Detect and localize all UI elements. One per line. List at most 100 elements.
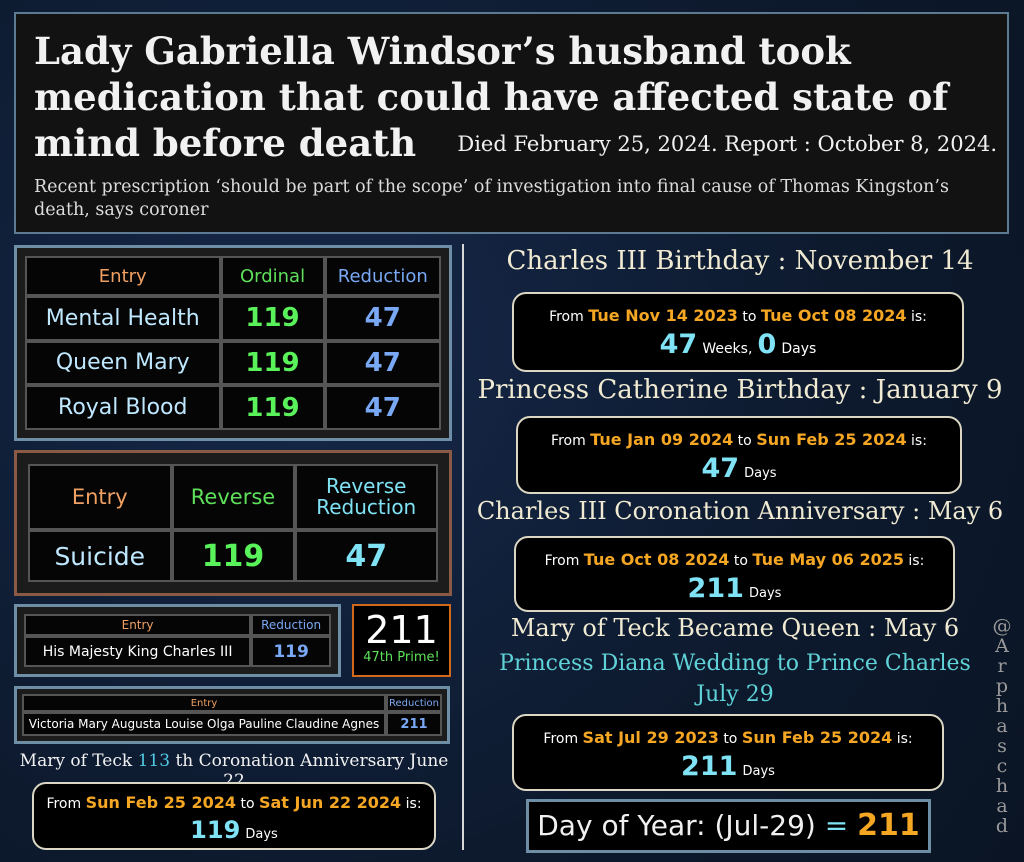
mary-coronation-title: Mary of Teck 113 th Coronation Anniversa… bbox=[14, 751, 454, 791]
col-header-ordinal: Ordinal bbox=[220, 256, 325, 296]
to-label: to bbox=[742, 309, 757, 325]
result-unit-2: Days bbox=[781, 341, 817, 357]
title-coronation: Charles III Coronation Anniversary : May… bbox=[476, 497, 1004, 525]
result-value: 119 bbox=[190, 816, 241, 844]
to-date: Sat Jun 22 2024 bbox=[258, 793, 402, 812]
handle-char: r bbox=[997, 655, 1007, 677]
subheadline: Recent prescription ‘should be part of t… bbox=[34, 177, 949, 220]
prime-label: 47th Prime! bbox=[363, 650, 440, 665]
to-label: to bbox=[737, 433, 752, 449]
mary-coronation-number: 113 bbox=[137, 751, 171, 771]
article-header: Lady Gabriella Windsor’s husband took me… bbox=[14, 12, 1009, 234]
from-label: From bbox=[551, 433, 586, 449]
to-label: to bbox=[733, 553, 748, 569]
from-date: Sat Jul 29 2023 bbox=[582, 728, 719, 747]
subtitle-diana-wedding-date: July 29 bbox=[696, 682, 774, 707]
ordinal-cell: 119 bbox=[220, 385, 325, 430]
day-of-year-box: Day of Year: (Jul-29) = 211 bbox=[526, 799, 931, 853]
col-header-entry: Entry bbox=[24, 614, 252, 636]
col-header-entry: Entry bbox=[25, 256, 221, 296]
is-label: is: bbox=[405, 796, 422, 812]
gematria-table-mary: Entry Reduction Victoria Mary Augusta Lo… bbox=[14, 686, 450, 744]
reduction-cell: 119 bbox=[251, 636, 331, 667]
entry-cell: Victoria Mary Augusta Louise Olga Paulin… bbox=[22, 712, 386, 736]
date-calc-catherine-birthday: From Tue Jan 09 2024 to Sun Feb 25 2024 … bbox=[516, 416, 962, 494]
reduction-cell: 47 bbox=[324, 296, 441, 341]
col-header-reduction: Reduction bbox=[324, 256, 441, 296]
gematria-table-ordinal: Entry Ordinal Reduction Mental Health 11… bbox=[14, 245, 452, 441]
handle-char: d bbox=[995, 815, 1009, 837]
result-value: 211 bbox=[687, 573, 744, 604]
gematria-table-reverse: Entry Reverse Reverse Reduction Suicide … bbox=[14, 450, 452, 596]
entry-cell: Royal Blood bbox=[25, 385, 221, 430]
to-date: Sun Feb 25 2024 bbox=[756, 430, 907, 449]
col-header-entry: Entry bbox=[22, 694, 386, 712]
ordinal-table: Entry Ordinal Reduction Mental Health 11… bbox=[25, 256, 441, 430]
day-of-year-label: Day of Year: (Jul-29) bbox=[537, 809, 816, 842]
handle-char: h bbox=[995, 775, 1009, 797]
is-label: is: bbox=[896, 731, 913, 747]
mary-name-table: Entry Reduction Victoria Mary Augusta Lo… bbox=[22, 694, 442, 736]
ordinal-cell: 119 bbox=[220, 296, 325, 341]
reduction-cell: 47 bbox=[324, 385, 441, 430]
table-row: His Majesty King Charles III 119 bbox=[24, 636, 331, 667]
table-row: Royal Blood 119 47 bbox=[25, 385, 441, 430]
date-calc-coronation: From Tue Oct 08 2024 to Tue May 06 2025 … bbox=[514, 536, 955, 612]
col-header-reduction: Reduction bbox=[251, 614, 331, 636]
col-header-reduction: Reduction bbox=[386, 694, 442, 712]
headline: Lady Gabriella Windsor’s husband took me… bbox=[34, 29, 949, 165]
reverse-reduction-cell: 47 bbox=[294, 530, 438, 582]
result-unit: Days bbox=[749, 586, 782, 601]
col-header-entry: Entry bbox=[28, 464, 172, 530]
from-date: Tue Jan 09 2024 bbox=[590, 430, 734, 449]
from-label: From bbox=[544, 553, 580, 569]
to-label: to bbox=[723, 731, 738, 747]
column-divider bbox=[462, 244, 464, 850]
from-label: From bbox=[549, 309, 584, 325]
ordinal-cell: 119 bbox=[220, 340, 325, 386]
to-date: Tue Oct 08 2024 bbox=[760, 306, 907, 325]
title-catherine-birthday: Princess Catherine Birthday : January 9 bbox=[477, 375, 1003, 405]
death-report-dates: Died February 25, 2024. Report : October… bbox=[457, 132, 997, 156]
from-date: Sun Feb 25 2024 bbox=[85, 793, 236, 812]
reduction-cell: 47 bbox=[324, 340, 441, 386]
handle-char: a bbox=[996, 795, 1008, 817]
entry-cell: Queen Mary bbox=[25, 340, 221, 386]
title-mary-queen: Mary of Teck Became Queen : May 6 bbox=[510, 614, 960, 642]
is-label: is: bbox=[911, 309, 927, 325]
mary-coronation-prefix: Mary of Teck bbox=[19, 751, 133, 771]
table-row: Queen Mary 119 47 bbox=[25, 340, 441, 386]
handle-char: A bbox=[995, 635, 1009, 657]
handle-char: s bbox=[997, 735, 1007, 757]
result-value-2: 0 bbox=[757, 329, 777, 360]
col-header-reverse-reduction: Reverse Reduction bbox=[294, 464, 438, 530]
is-label: is: bbox=[908, 553, 925, 569]
equals-sign: = bbox=[824, 809, 849, 842]
entry-cell: Mental Health bbox=[25, 296, 221, 341]
result-unit: Days bbox=[744, 466, 777, 481]
handle-char: p bbox=[995, 675, 1009, 697]
date-calc-mary-coronation: From Sun Feb 25 2024 to Sat Jun 22 2024 … bbox=[32, 782, 436, 850]
from-date: Tue Nov 14 2023 bbox=[588, 306, 738, 325]
table-row: Victoria Mary Augusta Louise Olga Paulin… bbox=[22, 712, 442, 736]
subtitle-diana-wedding: Princess Diana Wedding to Prince Charles bbox=[499, 651, 971, 676]
col-header-reverse: Reverse bbox=[171, 464, 295, 530]
from-label: From bbox=[543, 731, 579, 747]
from-date: Tue Oct 08 2024 bbox=[583, 550, 730, 569]
table-row: Mental Health 119 47 bbox=[25, 296, 441, 341]
day-of-year-value: 211 bbox=[857, 808, 920, 843]
prime-number: 211 bbox=[365, 608, 438, 652]
handle-char: @ bbox=[992, 615, 1012, 637]
to-date: Sun Feb 25 2024 bbox=[741, 728, 893, 747]
entry-cell: Suicide bbox=[28, 530, 172, 582]
table-row: Suicide 119 47 bbox=[28, 530, 438, 582]
date-calc-diana-wedding: From Sat Jul 29 2023 to Sun Feb 25 2024 … bbox=[512, 714, 944, 791]
reduction-cell: 211 bbox=[386, 712, 442, 736]
prime-badge: 211 47th Prime! bbox=[352, 604, 451, 677]
title-charles-birthday: Charles III Birthday : November 14 bbox=[506, 246, 974, 276]
handle-char: a bbox=[996, 715, 1008, 737]
author-handle: @ A r p h a s c h a d bbox=[990, 616, 1014, 836]
result-value: 47 bbox=[659, 329, 698, 360]
result-value: 47 bbox=[701, 453, 740, 484]
result-unit: Days bbox=[742, 764, 775, 779]
